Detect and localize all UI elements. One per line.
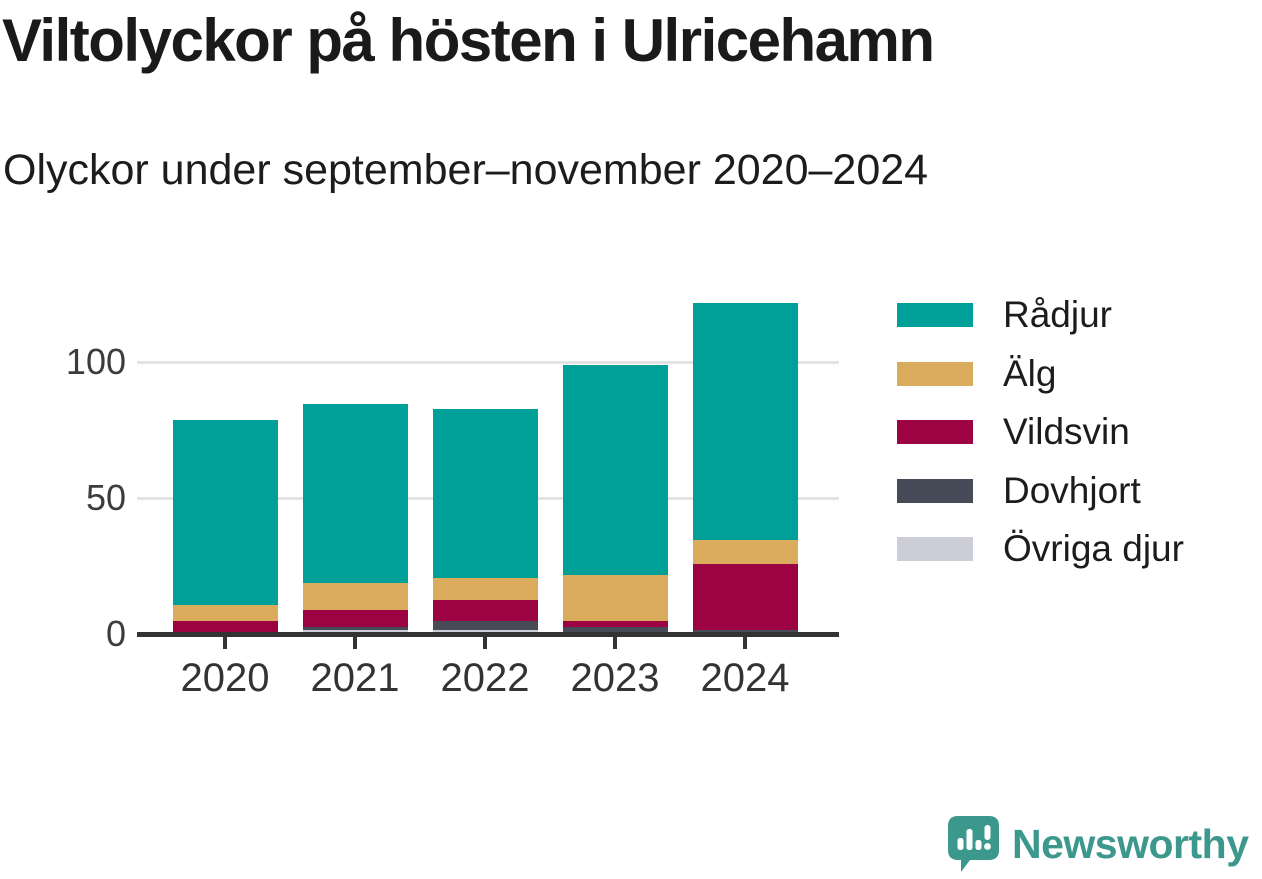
bar-segment-2021-series-1 [302, 583, 408, 611]
axis-tick-2023 [613, 637, 617, 649]
bar-segment-2023-series-0 [562, 365, 668, 576]
chart-subtitle: Olyckor under september–november 2020–20… [3, 146, 929, 194]
legend-label: Rådjur [1003, 294, 1112, 336]
gridline-100 [137, 361, 839, 365]
legend-label: Dovhjort [1003, 469, 1141, 511]
bar-segment-2020-series-1 [172, 605, 278, 622]
axis-tick-2024 [743, 637, 747, 649]
y-tick-label-50: 50 [85, 476, 126, 518]
x-tick-label-2021: 2021 [310, 656, 400, 700]
x-tick-label-2023: 2023 [570, 656, 660, 700]
legend-label: Vildsvin [1003, 411, 1130, 453]
x-tick-label-2024: 2024 [700, 656, 790, 700]
bar-segment-2021-series-3 [302, 626, 408, 630]
legend-swatch-alg [897, 361, 973, 386]
x-tick-label-2022: 2022 [440, 656, 530, 700]
chart-title: Viltolyckor på hösten i Ulricehamn [2, 7, 935, 74]
bar-segment-2024-series-0 [692, 302, 798, 540]
bar-segment-2022-series-0 [432, 408, 538, 578]
x-axis-line [137, 632, 839, 637]
axis-tick-2020 [223, 637, 227, 649]
legend-item-radjur: Rådjur [897, 286, 1184, 345]
bar-segment-2022-series-1 [432, 577, 538, 600]
legend-swatch-ovriga-djur [897, 537, 973, 562]
legend-swatch-radjur [897, 303, 973, 328]
legend-item-ovriga-djur: Övriga djur [897, 520, 1184, 579]
axis-tick-2022 [483, 637, 487, 649]
legend-label: Övriga djur [1003, 528, 1184, 570]
brand-name: Newsworthy [1012, 820, 1249, 867]
bar-segment-2024-series-1 [692, 539, 798, 565]
y-tick-label-100: 100 [65, 340, 126, 382]
bar-segment-2020-series-2 [172, 621, 278, 635]
bar-segment-2023-series-3 [562, 626, 668, 635]
bar-segment-2021-series-2 [302, 610, 408, 627]
bar-segment-2024-series-2 [692, 564, 798, 630]
legend-item-dovhjort: Dovhjort [897, 462, 1184, 521]
legend-label: Älg [1003, 352, 1057, 394]
legend-item-vildsvin: Vildsvin [897, 403, 1184, 462]
bar-segment-2022-series-2 [432, 599, 538, 622]
chart-legend: Rådjur Älg Vildsvin Dovhjort Övriga djur [897, 286, 1184, 579]
speech-bubble-bar-chart-icon [948, 816, 999, 872]
bar-segment-2021-series-0 [302, 403, 408, 584]
bar-segment-2020-series-0 [172, 419, 278, 606]
bar-segment-2022-series-3 [432, 621, 538, 630]
bar-segment-2023-series-1 [562, 575, 668, 622]
legend-swatch-vildsvin [897, 420, 973, 445]
legend-item-alg: Älg [897, 345, 1184, 404]
y-tick-label-0: 0 [105, 613, 126, 654]
bar-segment-2023-series-2 [562, 621, 668, 627]
x-tick-label-2020: 2020 [180, 656, 270, 700]
legend-swatch-dovhjort [897, 478, 973, 503]
newsworthy-logo: Newsworthy [946, 814, 1249, 874]
axis-tick-2021 [353, 637, 357, 649]
